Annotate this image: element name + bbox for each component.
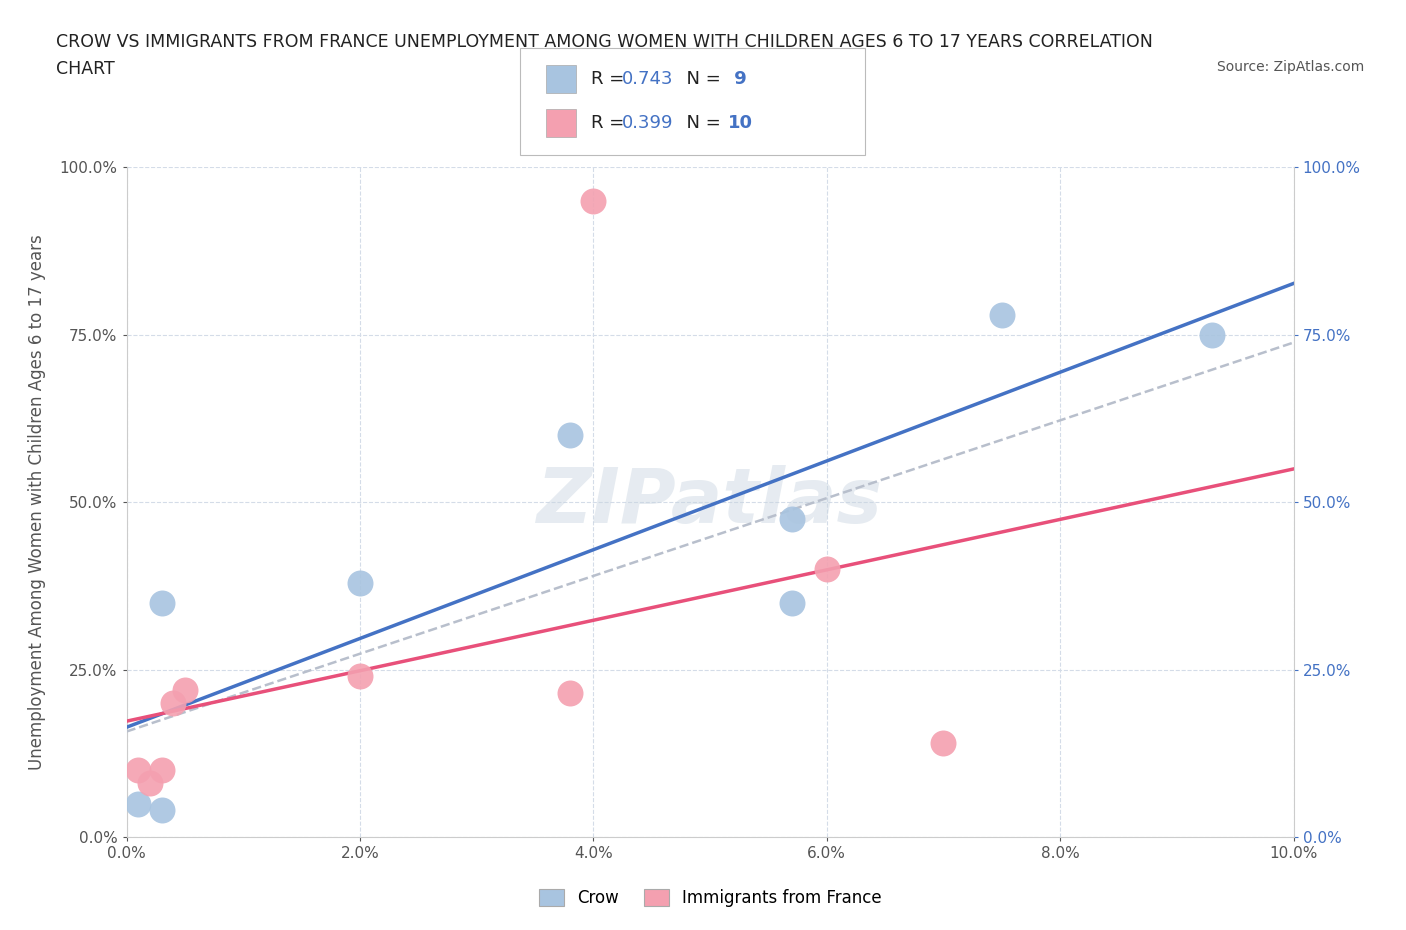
Point [815, 562, 838, 577]
Legend: Crow, Immigrants from France: Crow, Immigrants from France [530, 881, 890, 916]
Y-axis label: Unemployment Among Women with Children Ages 6 to 17 years: Unemployment Among Women with Children A… [28, 234, 45, 770]
Point [150, 595, 173, 610]
Point [780, 595, 803, 610]
Point [150, 803, 173, 817]
Point [127, 763, 149, 777]
Point [349, 669, 371, 684]
Text: 0.399: 0.399 [621, 113, 673, 132]
Text: 0.743: 0.743 [621, 70, 673, 88]
Text: 10: 10 [728, 113, 754, 132]
Point [1201, 327, 1223, 342]
Text: CROW VS IMMIGRANTS FROM FRANCE UNEMPLOYMENT AMONG WOMEN WITH CHILDREN AGES 6 TO : CROW VS IMMIGRANTS FROM FRANCE UNEMPLOYM… [56, 33, 1153, 50]
Point [582, 193, 605, 208]
Point [139, 776, 162, 790]
Text: CHART: CHART [56, 60, 115, 78]
Text: Source: ZipAtlas.com: Source: ZipAtlas.com [1216, 60, 1364, 74]
Point [932, 736, 955, 751]
Point [780, 512, 803, 526]
Point [150, 763, 173, 777]
Text: R =: R = [591, 70, 630, 88]
Text: R =: R = [591, 113, 630, 132]
Point [174, 683, 197, 698]
Point [558, 685, 581, 700]
Point [162, 696, 184, 711]
Point [990, 307, 1012, 322]
Point [127, 796, 149, 811]
Point [558, 428, 581, 443]
Point [349, 575, 371, 590]
Text: N =: N = [675, 113, 727, 132]
Text: 9: 9 [728, 70, 747, 88]
Text: N =: N = [675, 70, 727, 88]
Text: ZIPatlas: ZIPatlas [537, 465, 883, 539]
